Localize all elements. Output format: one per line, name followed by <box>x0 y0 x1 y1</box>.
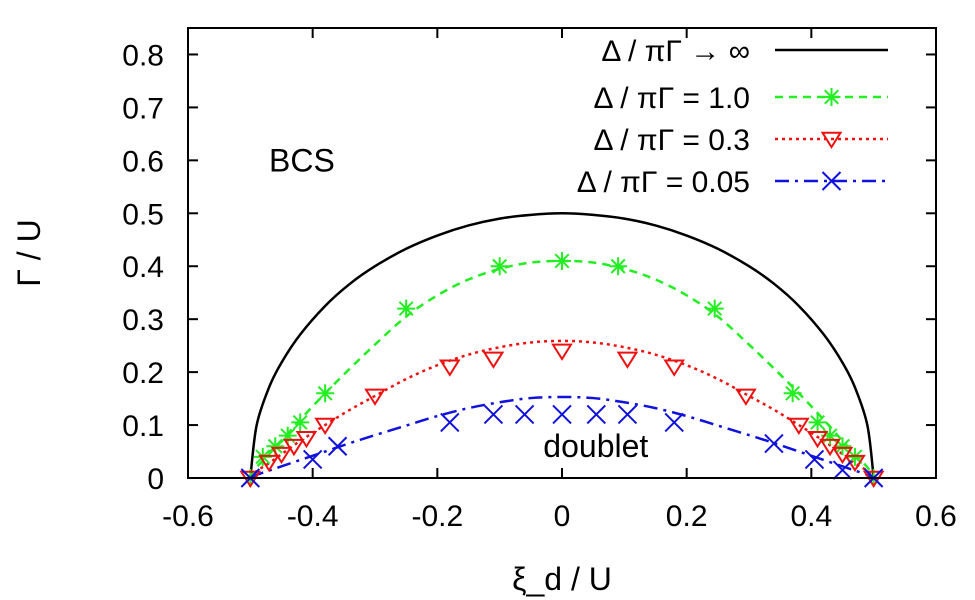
data-point <box>364 388 386 406</box>
x-tick-label: 0 <box>554 500 571 533</box>
data-point <box>253 447 272 466</box>
data-point <box>316 384 335 403</box>
data-point <box>735 388 757 406</box>
data-point <box>804 449 825 470</box>
data-point <box>822 88 841 106</box>
data-point <box>514 404 535 425</box>
data-point <box>440 412 460 433</box>
data-point <box>552 404 572 425</box>
series-line <box>249 339 875 479</box>
data-point <box>664 412 684 433</box>
data-point <box>482 351 505 369</box>
data-point <box>764 433 784 454</box>
annotation: BCS <box>269 142 335 178</box>
data-point <box>551 343 573 361</box>
y-tick-label: 0.7 <box>122 92 164 125</box>
data-point <box>808 413 827 432</box>
x-tick-label: 0.2 <box>666 500 708 533</box>
data-point <box>438 359 461 377</box>
data-point <box>617 404 638 425</box>
data-point <box>314 417 336 436</box>
axis-ticks <box>187 28 937 479</box>
data-point <box>663 359 686 377</box>
data-point <box>609 257 628 276</box>
data-point <box>821 171 842 191</box>
data-point <box>616 351 639 369</box>
annotation: doublet <box>543 428 648 464</box>
legend-label: Δ / πΓ = 0.3 <box>593 124 750 157</box>
tick-labels: -0.6 -0.4 -0.2 0 0.2 0.4 0.6 0 0.1 0.2 0.3 0.4 0.5 0.… <box>122 39 957 533</box>
data-point <box>820 131 843 149</box>
x-tick-label: -0.2 <box>411 500 463 533</box>
legend: Δ / πΓ → ∞ Δ / πΓ = 1.0 Δ / πΓ = 0.3 Δ / πΓ… <box>577 35 888 199</box>
data-point <box>278 426 297 445</box>
y-tick-label: 0.8 <box>122 39 164 72</box>
legend-label: Δ / πΓ = 1.0 <box>593 82 750 115</box>
series-line <box>249 212 875 479</box>
x-tick-label: 0.6 <box>915 500 957 533</box>
y-axis-label: Γ / U <box>11 219 47 286</box>
annotations: BCS doublet <box>269 142 648 464</box>
x-axis-label: ξ_d / U <box>512 561 612 597</box>
data-point <box>845 447 864 466</box>
data-point <box>295 430 318 449</box>
data-point <box>833 437 852 456</box>
y-tick-label: 0 <box>147 463 164 496</box>
x-tick-label: -0.4 <box>287 500 339 533</box>
data-point <box>270 446 293 465</box>
y-tick-label: 0.6 <box>122 145 164 178</box>
data-point <box>327 436 348 456</box>
y-tick-label: 0.2 <box>122 357 164 390</box>
data-point <box>397 299 416 318</box>
data-point <box>553 251 571 270</box>
y-tick-label: 0.3 <box>122 304 164 337</box>
x-tick-label: -0.6 <box>162 500 214 533</box>
data-point <box>821 426 840 445</box>
data-point <box>490 257 509 276</box>
data-point <box>258 454 280 473</box>
legend-label: Δ / πΓ = 0.05 <box>577 166 750 199</box>
data-point <box>302 449 323 470</box>
legend-label: Δ / πΓ → ∞ <box>601 35 750 68</box>
data-point <box>788 417 810 436</box>
data-point <box>832 460 853 480</box>
y-tick-label: 0.4 <box>122 251 164 284</box>
data-point <box>705 299 724 318</box>
x-tick-label: 0.4 <box>790 500 832 533</box>
y-tick-label: 0.5 <box>122 198 164 231</box>
data-point <box>783 384 802 403</box>
data-point <box>283 438 305 457</box>
data-point <box>586 404 606 425</box>
y-tick-label: 0.1 <box>122 410 164 443</box>
data-point <box>483 404 504 425</box>
data-point <box>291 413 310 432</box>
data-point <box>266 437 285 456</box>
